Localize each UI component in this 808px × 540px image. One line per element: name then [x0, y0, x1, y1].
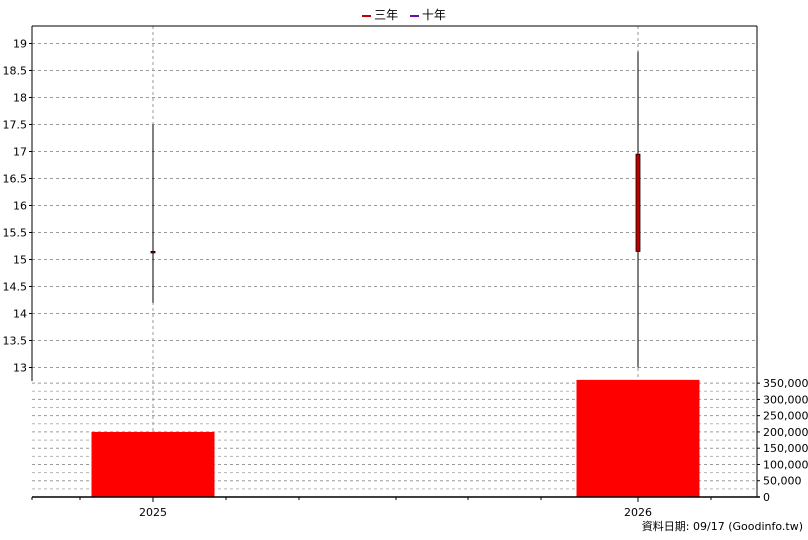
legend-item-ten-year: 十年 [409, 6, 446, 23]
price-tick-label: 13.5 [3, 335, 28, 348]
source-note: 資料日期: 09/17 (Goodinfo.tw) [641, 520, 803, 533]
legend-item-three-year: 三年 [362, 6, 398, 23]
volume-tick-label: 0 [763, 491, 770, 504]
price-tick-label: 18.5 [3, 65, 28, 78]
volume-tick-label: 300,000 [763, 393, 808, 406]
legend-label-ten-year: 十年 [421, 8, 446, 22]
volume-tick-label: 350,000 [763, 377, 808, 390]
volume-bar-2026 [576, 379, 700, 497]
volume-bars [91, 379, 700, 497]
price-tick-label: 17.5 [3, 119, 28, 132]
legend-swatch-three-year [362, 14, 372, 17]
price-tick-label: 17 [13, 146, 27, 159]
price-candles [150, 51, 641, 368]
price-tick-label: 16 [13, 200, 27, 213]
price-tick-label: 15.5 [3, 227, 28, 240]
x-tick-label: 2026 [624, 506, 652, 519]
volume-bar-2025 [91, 431, 215, 497]
x-tick-label: 2025 [139, 506, 167, 519]
price-tick-label: 19 [13, 38, 27, 51]
legend-label-three-year: 三年 [374, 8, 399, 22]
price-tick-label: 14.5 [3, 281, 28, 294]
volume-tick-label: 100,000 [763, 458, 808, 471]
candle-body-2026 [635, 153, 641, 252]
volume-tick-label: 200,000 [763, 426, 808, 439]
legend: 三年 十年 [0, 6, 808, 23]
volume-tick-label: 50,000 [763, 475, 802, 488]
price-tick-label: 16.5 [3, 173, 28, 186]
candle-body-2025 [150, 250, 156, 254]
volume-tick-label: 150,000 [763, 442, 808, 455]
price-tick-label: 13 [13, 362, 27, 375]
volume-tick-label: 250,000 [763, 410, 808, 423]
price-tick-label: 14 [13, 308, 27, 321]
legend-swatch-ten-year [409, 14, 419, 17]
price-tick-label: 18 [13, 92, 27, 105]
price-tick-label: 15 [13, 254, 27, 267]
axes: 13 13.5 14 14.5 15 15.5 16 16.5 17 17.5 18 18.5 19 0 5… [3, 25, 808, 519]
